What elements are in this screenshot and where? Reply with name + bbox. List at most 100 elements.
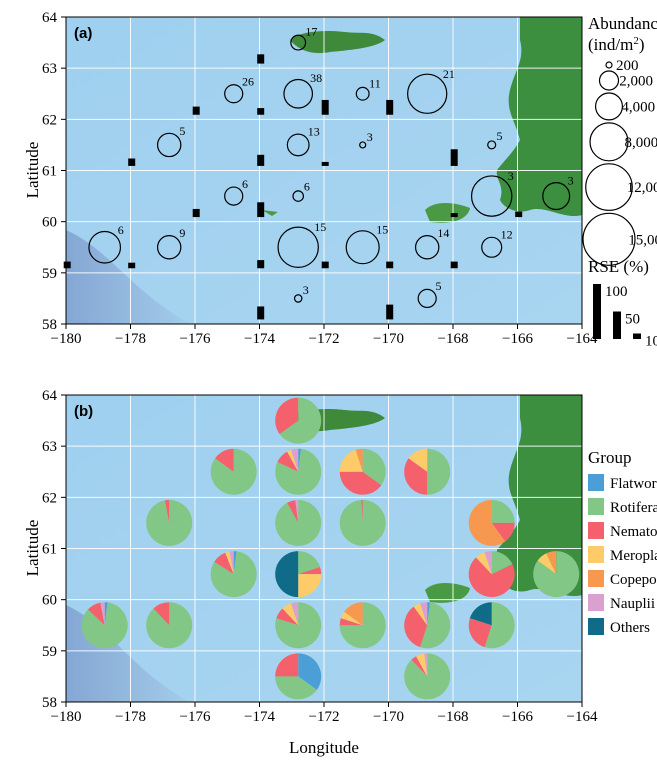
pie-slice (282, 603, 299, 626)
rse-bar (257, 108, 265, 115)
abundance-circle (359, 141, 367, 149)
station-pie (210, 448, 257, 495)
sample-count-label: 9 (179, 226, 185, 240)
y-tick-label: 63 (42, 439, 57, 455)
x-tick-label: −164 (567, 331, 598, 347)
abundance-circle (283, 78, 314, 109)
panel-label-a: (a) (74, 25, 92, 42)
abundance-legend-circle (598, 70, 620, 91)
pie-slice (339, 618, 363, 626)
pie-slice (361, 499, 363, 523)
pie-slice (411, 656, 428, 677)
group-legend-label: Flatworms (610, 476, 657, 492)
abundance-circle (277, 226, 319, 268)
pie-slice (340, 611, 363, 626)
abundance-legend-circle (594, 92, 624, 121)
rse-legend-bar (613, 311, 621, 339)
rse-bar (450, 213, 458, 218)
sample-count-label: 3 (568, 174, 574, 188)
y-tick-label: 60 (42, 593, 57, 609)
pie-slice (404, 458, 428, 495)
abundance-circle (156, 132, 182, 158)
rse-legend-bar (633, 333, 641, 339)
x-tick-label: −170 (373, 331, 404, 347)
abundance-circle (224, 84, 244, 104)
abundance-legend-circle (585, 163, 633, 211)
station-pie (533, 551, 580, 598)
abundance-legend-circle (582, 212, 636, 266)
pie-slice (287, 449, 299, 472)
pie-slice (491, 522, 515, 542)
pie-slice (408, 448, 428, 472)
ticks-a: −180 −178 −176 −174 −172 −170 −168 −166 −1645859… (42, 10, 598, 347)
sample-count-label: 11 (369, 76, 381, 90)
pie-slice (210, 551, 257, 598)
rse-bar (257, 202, 265, 218)
rse-legend-title: RSE (%) (588, 257, 649, 276)
x-tick-label: −174 (244, 331, 275, 347)
grid-a (66, 17, 582, 324)
abundance-legend-circle (605, 61, 613, 69)
pie-slice (275, 676, 317, 700)
group-legend-label: Copepoda (610, 572, 657, 588)
station-pie (146, 499, 193, 546)
pie-slice (339, 471, 382, 495)
abundance-circle (286, 133, 310, 157)
pie-slice (275, 602, 322, 649)
abundance-legend-label: 4,000 (621, 99, 655, 115)
rse-bar (257, 154, 265, 166)
sample-count-label: 6 (304, 179, 310, 193)
pie-slice (225, 551, 234, 575)
pie-slice (362, 448, 386, 486)
pie-slice (469, 602, 492, 626)
pie-slice (229, 551, 234, 575)
sample-count-label: 5 (436, 279, 442, 293)
pie-slice (468, 499, 506, 546)
station-pie (146, 602, 193, 649)
pie-slice (413, 603, 428, 626)
station-pie (339, 602, 386, 649)
pie-slice (416, 653, 428, 677)
group-legend-items: Flatworms Rotifera Nematoda Meroplankt. Cope… (588, 474, 657, 636)
rse-bar (128, 262, 136, 269)
y-tick-label: 61 (42, 542, 57, 558)
x-tick-label: −166 (502, 709, 533, 725)
station-pie (275, 653, 322, 700)
abundance-unit-end: ) (639, 35, 645, 54)
x-tick-label: −172 (309, 709, 340, 725)
rse-bar (192, 208, 200, 218)
sample-count-label: 3 (303, 283, 309, 297)
x-tick-label: −180 (51, 709, 82, 725)
abundance-legend-label: 8,000 (624, 135, 657, 151)
x-tick-label: −176 (180, 331, 211, 347)
station-pie (404, 448, 451, 495)
station-pie (275, 551, 322, 598)
x-axis-label: Longitude (289, 738, 359, 757)
alaska-mainland-b (496, 395, 582, 597)
sample-count-label: 17 (305, 24, 317, 38)
x-tick-label: −170 (373, 709, 404, 725)
ticks-b: −180 −178 −176 −174 −172 −170 −168 −166 −164 58 59… (42, 388, 598, 725)
sample-count-label: 12 (501, 227, 513, 241)
x-tick-label: −166 (502, 331, 533, 347)
pie-slice (404, 606, 428, 648)
group-legend-swatch (588, 498, 604, 515)
pie-slice (339, 499, 386, 546)
pie-slice (404, 653, 451, 700)
abundance-circle (481, 236, 503, 258)
x-tick-label: −178 (115, 709, 146, 725)
pie-slice (484, 602, 515, 649)
grid-b (66, 395, 582, 702)
pie-slice (279, 397, 322, 444)
pie-slice (491, 551, 513, 575)
rse-legend: RSE (%) 100 50 10 (588, 257, 657, 350)
station-pie (339, 499, 386, 546)
rse-bar (386, 99, 394, 115)
sample-count-label: 38 (310, 71, 322, 85)
pie-slice (475, 552, 492, 575)
abundance-unit-sup: 2 (633, 35, 639, 47)
pie-slice (104, 602, 108, 626)
rse-legend-label: 100 (605, 284, 628, 300)
x-tick-label: −168 (438, 709, 469, 725)
